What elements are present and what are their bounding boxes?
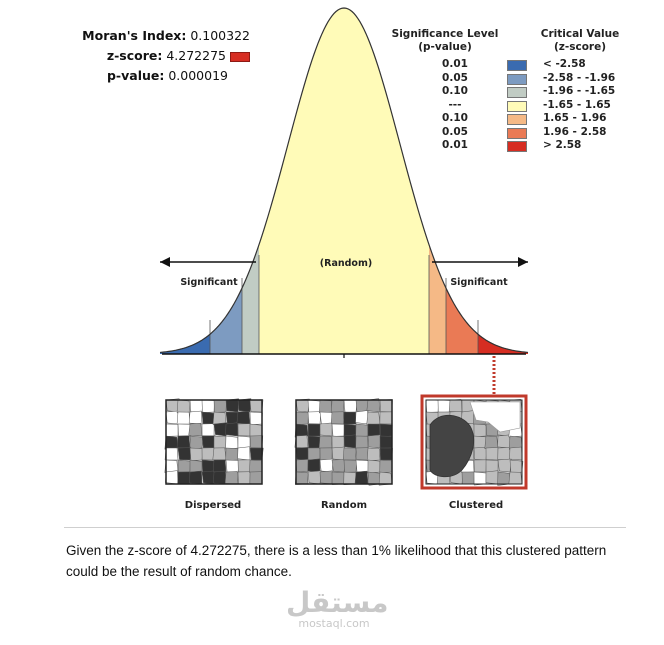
legend-swatch — [507, 141, 527, 152]
result-caption: Given the z-score of 4.272275, there is … — [66, 543, 607, 579]
random-label: (Random) — [320, 258, 372, 269]
legend-row: --- -1.65 - 1.65 — [380, 99, 630, 112]
random-pattern-label: Random — [321, 500, 367, 511]
legend-swatch — [507, 100, 527, 112]
legend-row: 0.01 < -2.58 — [380, 58, 630, 71]
curve-fill-regions — [160, 8, 528, 354]
legend-swatch — [507, 127, 527, 139]
legend-row: 0.05 1.96 - 2.58 — [380, 126, 630, 139]
watermark-latin: mostaql.com — [298, 617, 370, 630]
legend-z-range: -2.58 - -1.96 — [543, 71, 616, 84]
legend-p-value: 0.10 — [442, 112, 468, 124]
moran-index-row: Moran's Index: 0.100322 — [82, 28, 250, 43]
legend-swatch — [507, 73, 527, 85]
legend-z-range: < -2.58 — [543, 58, 586, 70]
right-arrow — [432, 257, 528, 267]
region-high-005 — [446, 8, 478, 354]
clustered-label: Clustered — [449, 500, 503, 511]
legend-crit-header-line1: Critical Value — [540, 28, 620, 40]
moran-index-value: 0.100322 — [190, 28, 250, 43]
region-random — [259, 8, 429, 354]
region-high-010 — [429, 8, 446, 354]
legend-p-value: 0.05 — [442, 71, 468, 84]
pvalue-row: p-value: 0.000019 — [107, 68, 228, 83]
region-low-010 — [242, 8, 259, 354]
legend-crit-header: Critical Value (z-score) — [530, 28, 630, 54]
normal-distribution-diagram: Significant Significant (Random) Dispers… — [159, 7, 529, 511]
legend-z-range: 1.65 - 1.96 — [543, 112, 607, 124]
legend-p-value: 0.10 — [442, 85, 468, 97]
legend-swatch — [507, 114, 527, 125]
legend-swatch — [507, 60, 527, 71]
watermark: مستقل mostaql.com — [286, 586, 389, 630]
dispersed-map — [164, 398, 264, 485]
section-divider — [64, 527, 626, 528]
legend-row: 0.01 > 2.58 — [380, 139, 630, 152]
dispersed-label: Dispersed — [185, 500, 241, 511]
legend-p-value: --- — [448, 98, 462, 111]
legend-row: 0.10 1.65 - 1.96 — [380, 112, 630, 125]
left-arrow — [160, 257, 256, 267]
region-dividers — [209, 255, 479, 354]
region-high-001 — [478, 8, 528, 354]
clustered-highlight-frame — [420, 394, 528, 490]
watermark-arabic: مستقل — [286, 586, 389, 619]
region-low-005 — [210, 8, 242, 354]
zscore-value: 4.272275 — [166, 48, 226, 63]
zscore-label: z-score: — [106, 48, 163, 63]
legend-p-value: 0.05 — [442, 125, 468, 138]
legend-crit-header-line2: (z-score) — [553, 41, 607, 53]
legend-row: 0.10 -1.96 - -1.65 — [380, 85, 630, 98]
legend-sig-header-line2: (p-value) — [418, 41, 472, 53]
legend-z-range: -1.96 - -1.65 — [543, 85, 616, 97]
moran-index-label: Moran's Index: — [82, 28, 187, 43]
zscore-color-swatch — [230, 51, 250, 62]
significant-left-label: Significant — [180, 277, 238, 288]
legend-sig-header-line1: Significance Level — [391, 28, 499, 40]
legend-z-range: -1.65 - 1.65 — [543, 98, 611, 111]
clustered-map — [420, 394, 528, 490]
legend-sig-header: Significance Level (p-value) — [390, 28, 500, 54]
legend-p-value: 0.01 — [442, 139, 468, 151]
legend-p-value: 0.01 — [442, 58, 468, 70]
pvalue-label: p-value: — [106, 68, 165, 83]
random-map — [294, 398, 393, 486]
zscore-row: z-score: 4.272275 — [107, 48, 250, 63]
bell-curve-outline — [159, 7, 529, 354]
pvalue-value: 0.000019 — [168, 68, 228, 83]
region-low-001 — [160, 8, 210, 354]
significant-right-label: Significant — [450, 277, 508, 288]
legend-swatch — [507, 87, 527, 98]
legend-row: 0.05 -2.58 - -1.96 — [380, 72, 630, 85]
legend-z-range: 1.96 - 2.58 — [543, 125, 607, 138]
legend-z-range: > 2.58 — [543, 139, 582, 151]
